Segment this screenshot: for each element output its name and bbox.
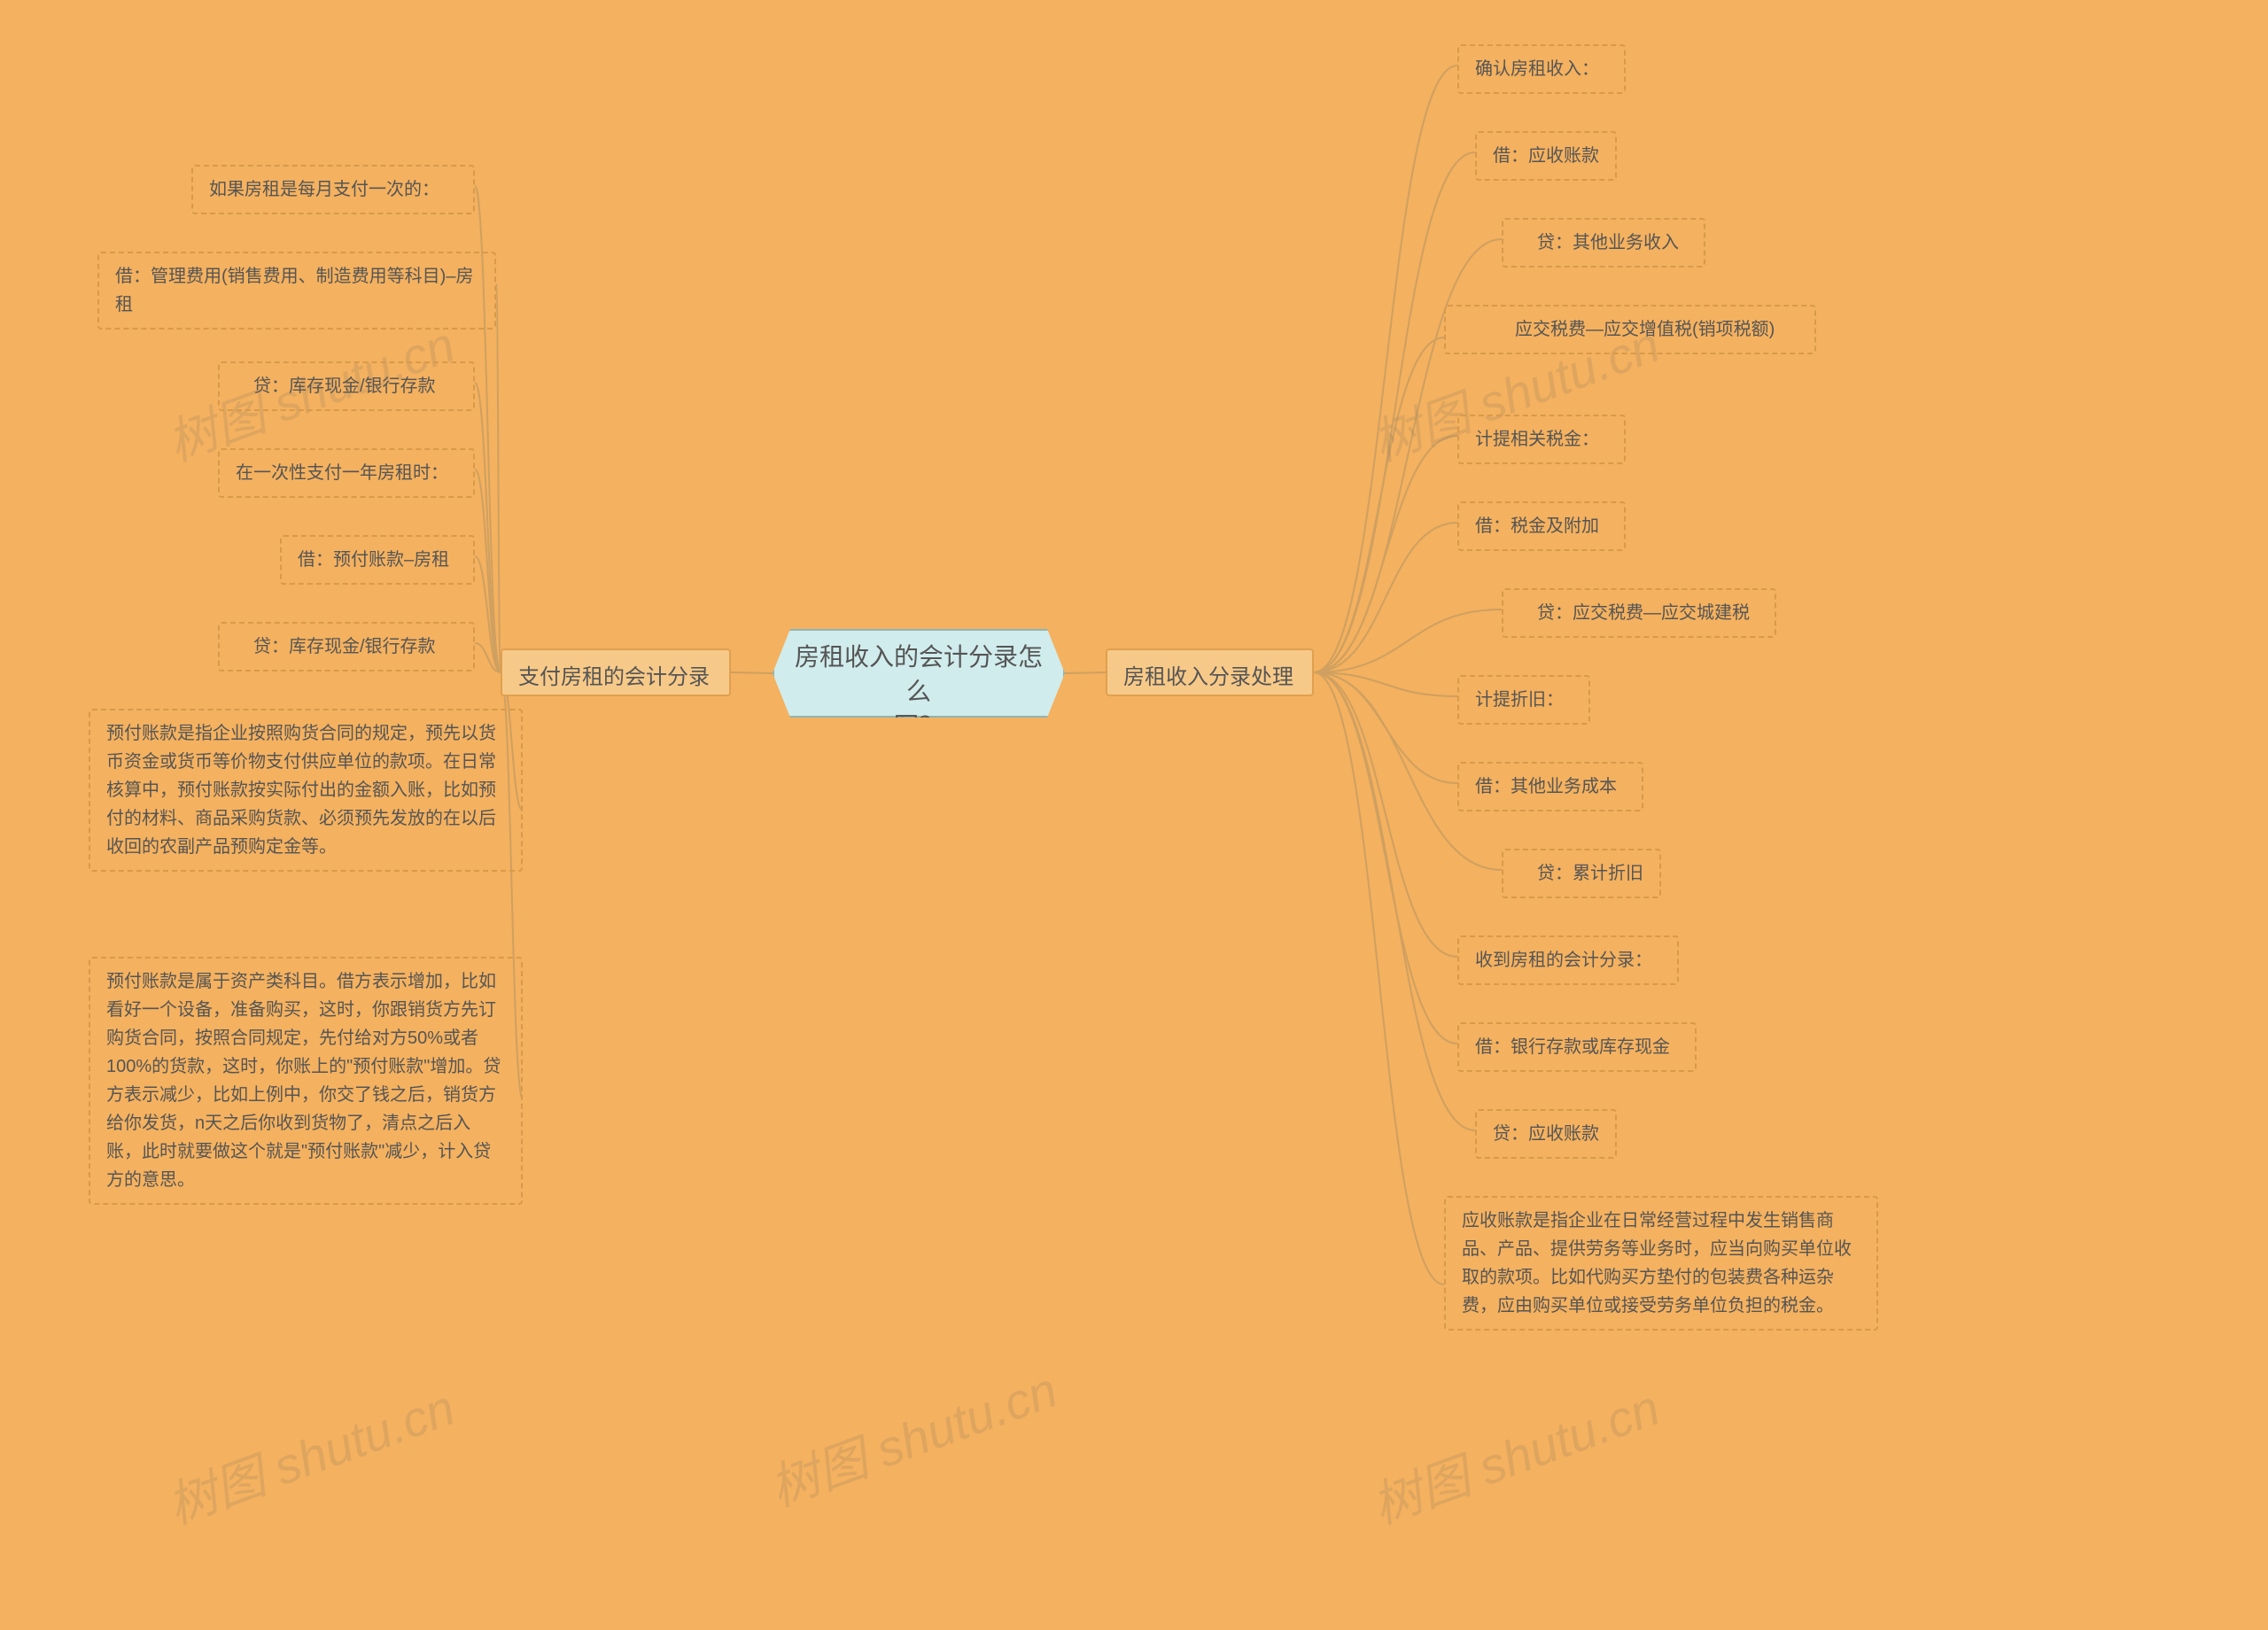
left-leaf-node: 贷：库存现金/银行存款 — [218, 361, 475, 411]
left-leaf-node: 借：预付账款–房租 — [280, 535, 475, 585]
left-leaf-node: 如果房租是每月支付一次的： — [191, 165, 475, 214]
watermark: 树图 shutu.cn — [156, 1368, 463, 1538]
right-leaf-node: 贷：应交税费—应交城建税 — [1502, 588, 1776, 638]
root-node: 房租收入的会计分录怎么写？ — [773, 629, 1065, 718]
right-leaf-node: 收到房租的会计分录： — [1457, 935, 1679, 985]
right-leaf-node: 贷：其他业务收入 — [1502, 218, 1705, 268]
right-branch-node: 房租收入分录处理 — [1106, 648, 1314, 696]
right-leaf-node: 应交税费—应交增值税(销项税额) — [1444, 305, 1816, 354]
right-leaf-node: 借：税金及附加 — [1457, 501, 1626, 551]
left-leaf-node: 在一次性支付一年房租时： — [218, 448, 475, 498]
right-leaf-node: 计提相关税金： — [1457, 415, 1626, 464]
right-leaf-node: 应收账款是指企业在日常经营过程中发生销售商品、产品、提供劳务等业务时，应当向购买… — [1444, 1196, 1878, 1331]
right-leaf-node: 贷：应收账款 — [1475, 1109, 1617, 1159]
left-leaf-node: 预付账款是指企业按照购货合同的规定，预先以货币资金或货币等价物支付供应单位的款项… — [89, 709, 523, 872]
left-leaf-node: 借：管理费用(销售费用、制造费用等科目)–房租 — [97, 252, 496, 330]
watermark: 树图 shutu.cn — [1361, 1368, 1668, 1538]
left-leaf-node: 贷：库存现金/银行存款 — [218, 622, 475, 671]
right-leaf-node: 确认房租收入： — [1457, 44, 1626, 94]
right-leaf-node: 计提折旧： — [1457, 675, 1590, 725]
right-leaf-node: 借：银行存款或库存现金 — [1457, 1022, 1697, 1072]
right-leaf-node: 贷：累计折旧 — [1502, 849, 1661, 898]
right-leaf-node: 借：其他业务成本 — [1457, 762, 1643, 811]
left-leaf-node: 预付账款是属于资产类科目。借方表示增加，比如看好一个设备，准备购买，这时，你跟销… — [89, 957, 523, 1205]
watermark: 树图 shutu.cn — [758, 1350, 1066, 1520]
left-branch-node: 支付房租的会计分录 — [501, 648, 731, 696]
right-leaf-node: 借：应收账款 — [1475, 131, 1617, 181]
